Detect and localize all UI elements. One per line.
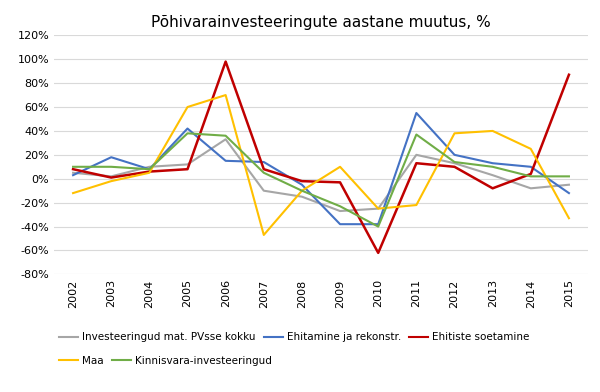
Ehitiste soetamine (374, 250, 382, 255)
Maa (527, 147, 535, 151)
Kinnisvara-investeeringud (70, 165, 77, 169)
Line: Maa: Maa (73, 95, 569, 235)
Maa (374, 206, 382, 211)
Ehitiste soetamine (413, 161, 420, 165)
Ehitiste soetamine (222, 59, 229, 64)
Ehitamine ja rekonstr. (107, 155, 115, 160)
Maa (184, 105, 191, 109)
Ehitiste soetamine (298, 179, 305, 183)
Investeeringud mat. PVsse kokku (413, 152, 420, 157)
Maa (298, 189, 305, 193)
Kinnisvara-investeeringud (489, 165, 496, 169)
Ehitiste soetamine (489, 186, 496, 191)
Investeeringud mat. PVsse kokku (70, 171, 77, 175)
Investeeringud mat. PVsse kokku (184, 162, 191, 167)
Ehitamine ja rekonstr. (298, 182, 305, 187)
Kinnisvara-investeeringud (527, 174, 535, 179)
Ehitamine ja rekonstr. (260, 160, 268, 164)
Line: Kinnisvara-investeeringud: Kinnisvara-investeeringud (73, 133, 569, 227)
Line: Ehitiste soetamine: Ehitiste soetamine (73, 62, 569, 253)
Ehitamine ja rekonstr. (489, 161, 496, 165)
Kinnisvara-investeeringud (107, 165, 115, 169)
Ehitiste soetamine (337, 180, 344, 185)
Kinnisvara-investeeringud (413, 132, 420, 137)
Ehitamine ja rekonstr. (222, 158, 229, 163)
Investeeringud mat. PVsse kokku (222, 137, 229, 142)
Maa (222, 93, 229, 97)
Kinnisvara-investeeringud (451, 160, 458, 164)
Ehitiste soetamine (451, 165, 458, 169)
Investeeringud mat. PVsse kokku (451, 161, 458, 165)
Investeeringud mat. PVsse kokku (527, 186, 535, 191)
Kinnisvara-investeeringud (146, 167, 153, 172)
Maa (413, 203, 420, 207)
Investeeringud mat. PVsse kokku (260, 189, 268, 193)
Maa (70, 191, 77, 196)
Maa (489, 129, 496, 133)
Investeeringud mat. PVsse kokku (489, 173, 496, 178)
Investeeringud mat. PVsse kokku (298, 194, 305, 199)
Kinnisvara-investeeringud (337, 204, 344, 209)
Maa (260, 232, 268, 237)
Kinnisvara-investeeringud (298, 189, 305, 193)
Kinnisvara-investeeringud (565, 174, 572, 179)
Ehitamine ja rekonstr. (451, 152, 458, 157)
Line: Ehitamine ja rekonstr.: Ehitamine ja rekonstr. (73, 113, 569, 224)
Kinnisvara-investeeringud (374, 224, 382, 229)
Ehitiste soetamine (70, 167, 77, 172)
Investeeringud mat. PVsse kokku (146, 165, 153, 169)
Legend: Maa, Kinnisvara-investeeringud: Maa, Kinnisvara-investeeringud (59, 356, 272, 366)
Maa (451, 131, 458, 136)
Ehitamine ja rekonstr. (184, 126, 191, 131)
Kinnisvara-investeeringud (260, 171, 268, 175)
Ehitiste soetamine (107, 175, 115, 180)
Ehitamine ja rekonstr. (374, 222, 382, 227)
Investeeringud mat. PVsse kokku (337, 209, 344, 213)
Ehitamine ja rekonstr. (413, 111, 420, 115)
Maa (565, 216, 572, 221)
Ehitamine ja rekonstr. (527, 165, 535, 169)
Ehitiste soetamine (260, 167, 268, 172)
Maa (107, 179, 115, 183)
Ehitamine ja rekonstr. (70, 173, 77, 178)
Ehitiste soetamine (527, 172, 535, 176)
Title: Põhivarainvesteeringute aastane muutus, %: Põhivarainvesteeringute aastane muutus, … (151, 15, 491, 30)
Ehitamine ja rekonstr. (337, 222, 344, 227)
Kinnisvara-investeeringud (222, 133, 229, 138)
Maa (337, 165, 344, 169)
Ehitiste soetamine (146, 169, 153, 174)
Ehitamine ja rekonstr. (146, 167, 153, 172)
Investeeringud mat. PVsse kokku (565, 182, 572, 187)
Investeeringud mat. PVsse kokku (374, 206, 382, 211)
Ehitamine ja rekonstr. (565, 191, 572, 196)
Ehitiste soetamine (184, 167, 191, 172)
Investeeringud mat. PVsse kokku (107, 174, 115, 179)
Ehitiste soetamine (565, 73, 572, 77)
Maa (146, 171, 153, 175)
Line: Investeeringud mat. PVsse kokku: Investeeringud mat. PVsse kokku (73, 139, 569, 211)
Kinnisvara-investeeringud (184, 131, 191, 136)
